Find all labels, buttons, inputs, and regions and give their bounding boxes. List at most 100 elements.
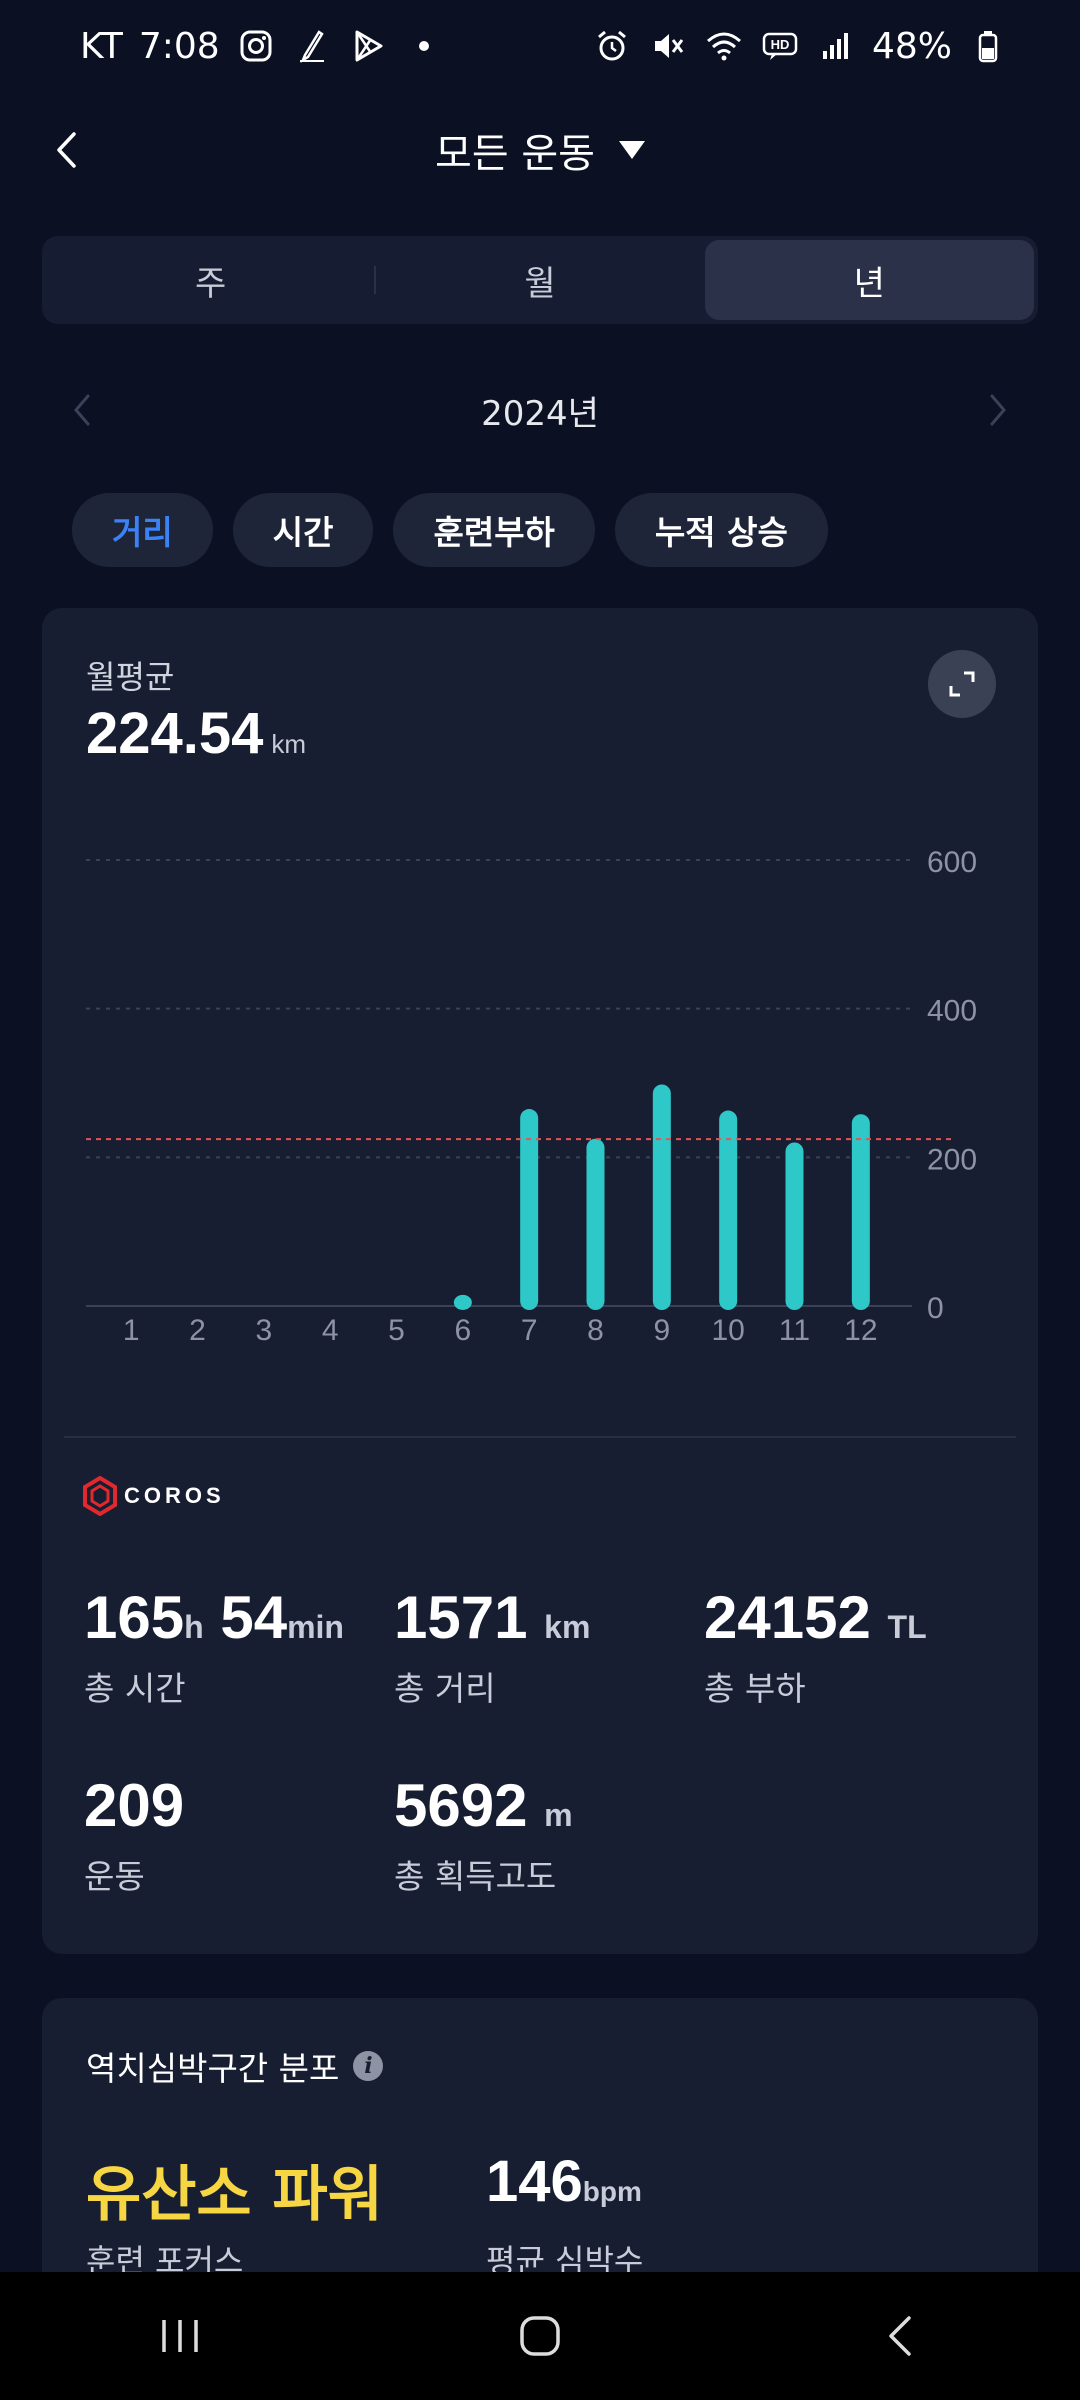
y-tick-label: 600 — [927, 846, 977, 879]
wifi-icon — [704, 26, 744, 66]
stat-total-load: 24152 TL 총 부하 — [704, 1588, 927, 1710]
stat-workouts: 209 운동 — [84, 1776, 184, 1898]
hr-zone-card: 역치심박구간 분포 i 유산소 파워 훈련 포커스 146bpm 평균 심박수 — [42, 1998, 1038, 2278]
notification-dot-icon — [404, 26, 444, 66]
bar-month-8 — [586, 1138, 605, 1310]
x-tick-label: 1 — [123, 1314, 140, 1347]
hr-zone-title-row: 역치심박구간 분포 i — [86, 2042, 384, 2090]
hr-zone-title: 역치심박구간 분포 — [86, 2049, 340, 2088]
next-year-button[interactable] — [978, 390, 1018, 430]
x-tick-label: 12 — [844, 1314, 877, 1347]
caret-down-icon — [618, 141, 645, 159]
x-tick-label: 10 — [711, 1314, 744, 1347]
bar-month-10 — [719, 1110, 738, 1310]
x-tick-label: 2 — [189, 1314, 206, 1347]
bar-month-7 — [520, 1109, 539, 1310]
divider — [64, 1436, 1016, 1438]
y-tick-label: 0 — [927, 1292, 944, 1325]
home-button[interactable] — [480, 2296, 600, 2376]
total-time-label: 총 시간 — [84, 1669, 186, 1708]
recent-apps-icon — [162, 2320, 198, 2352]
chip-training-load[interactable]: 훈련부하 — [393, 493, 595, 567]
x-tick-label: 8 — [587, 1314, 604, 1347]
recent-apps-button[interactable] — [120, 2296, 240, 2376]
monthly-average-number: 224.54 — [86, 701, 264, 766]
minutes-unit: min — [287, 1609, 344, 1645]
ascent-unit: m — [544, 1797, 573, 1833]
play-store-icon — [348, 26, 388, 66]
workouts-label: 운동 — [84, 1857, 145, 1896]
pen-icon — [292, 26, 332, 66]
workout-filter-dropdown[interactable]: 모든 운동 — [435, 121, 645, 179]
bar-month-12 — [851, 1114, 870, 1310]
hd-voice-icon: HD — [760, 26, 800, 66]
signal-icon — [816, 26, 856, 66]
battery-percent: 48% — [871, 25, 952, 67]
alarm-icon — [592, 26, 632, 66]
coros-wordmark: COROS — [124, 1483, 225, 1508]
expand-chart-button[interactable] — [928, 650, 996, 718]
hours-unit: h — [184, 1609, 204, 1645]
total-time-hours: 165 — [84, 1584, 185, 1651]
average-hr-value: 146bpm — [486, 2148, 642, 2215]
total-ascent-value: 5692 — [394, 1772, 528, 1839]
chevron-left-icon — [74, 394, 90, 426]
tab-week[interactable]: 주 — [195, 263, 227, 304]
distance-unit: km — [544, 1609, 591, 1645]
mute-icon — [648, 26, 688, 66]
total-ascent-label: 총 획득고도 — [394, 1857, 557, 1896]
carrier-label: KT — [80, 25, 123, 67]
stat-total-distance: 1571 km 총 거리 — [394, 1588, 590, 1710]
hr-unit: bpm — [582, 2176, 642, 2207]
workouts-value: 209 — [84, 1772, 185, 1839]
back-icon — [889, 2316, 911, 2356]
coros-logo: COROS — [82, 1476, 225, 1516]
info-icon[interactable]: i — [353, 2051, 384, 2081]
coros-hexagon-icon — [83, 1476, 117, 1516]
page-title: 모든 운동 — [435, 131, 595, 177]
back-button[interactable] — [42, 126, 90, 174]
summary-card: 월평균 224.54 km 0 200 400 600 1 2 3 4 5 6 7 8 9 10 11 12 C… — [42, 608, 1038, 1954]
stat-total-time: 165h 54min 총 시간 — [84, 1588, 344, 1710]
total-load-value: 24152 — [704, 1584, 871, 1651]
x-tick-label: 11 — [779, 1314, 810, 1347]
clock: 7:08 — [138, 25, 220, 67]
period-tabs: 주 월 년 — [42, 236, 1038, 324]
header: 모든 운동 — [0, 100, 1080, 200]
total-time-minutes: 54 — [220, 1584, 288, 1651]
prev-year-button[interactable] — [62, 390, 102, 430]
bar-month-9 — [652, 1084, 671, 1310]
tab-year[interactable]: 년 — [704, 240, 1034, 320]
status-bar: KT 7:08 HD 48% — [0, 0, 1080, 92]
total-load-label: 총 부하 — [704, 1669, 806, 1708]
instagram-icon — [236, 26, 276, 66]
chevron-right-icon — [990, 394, 1006, 426]
svg-text:HD: HD — [771, 37, 790, 52]
x-tick-label: 6 — [454, 1314, 471, 1347]
training-focus-value: 유산소 파워 — [86, 2160, 383, 2230]
monthly-average-unit: km — [271, 729, 307, 759]
chip-distance[interactable]: 거리 — [72, 493, 213, 567]
x-tick-label: 4 — [322, 1314, 339, 1347]
metric-chips: 거리 시간 훈련부하 누적 상승 — [72, 493, 828, 567]
home-icon — [520, 2316, 560, 2356]
monthly-average-value: 224.54 km — [86, 700, 306, 767]
monthly-average-label: 월평균 — [86, 658, 175, 696]
bar-month-6 — [453, 1294, 472, 1310]
y-tick-label: 400 — [927, 995, 977, 1028]
battery-icon — [968, 26, 1008, 66]
chip-time[interactable]: 시간 — [232, 493, 374, 567]
system-nav-bar — [0, 2272, 1080, 2400]
stat-total-ascent: 5692 m 총 획득고도 — [394, 1776, 573, 1898]
year-navigator: 2024년 — [62, 380, 1018, 440]
average-hr-number: 146 — [486, 2149, 583, 2214]
tab-month[interactable]: 월 — [524, 263, 556, 304]
y-tick-label: 200 — [927, 1143, 977, 1176]
x-tick-label: 3 — [255, 1314, 272, 1347]
expand-icon — [949, 671, 975, 697]
chip-elevation-gain[interactable]: 누적 상승 — [614, 493, 828, 567]
x-tick-label: 9 — [653, 1314, 670, 1347]
total-distance-label: 총 거리 — [394, 1669, 496, 1708]
system-back-button[interactable] — [840, 2296, 960, 2376]
